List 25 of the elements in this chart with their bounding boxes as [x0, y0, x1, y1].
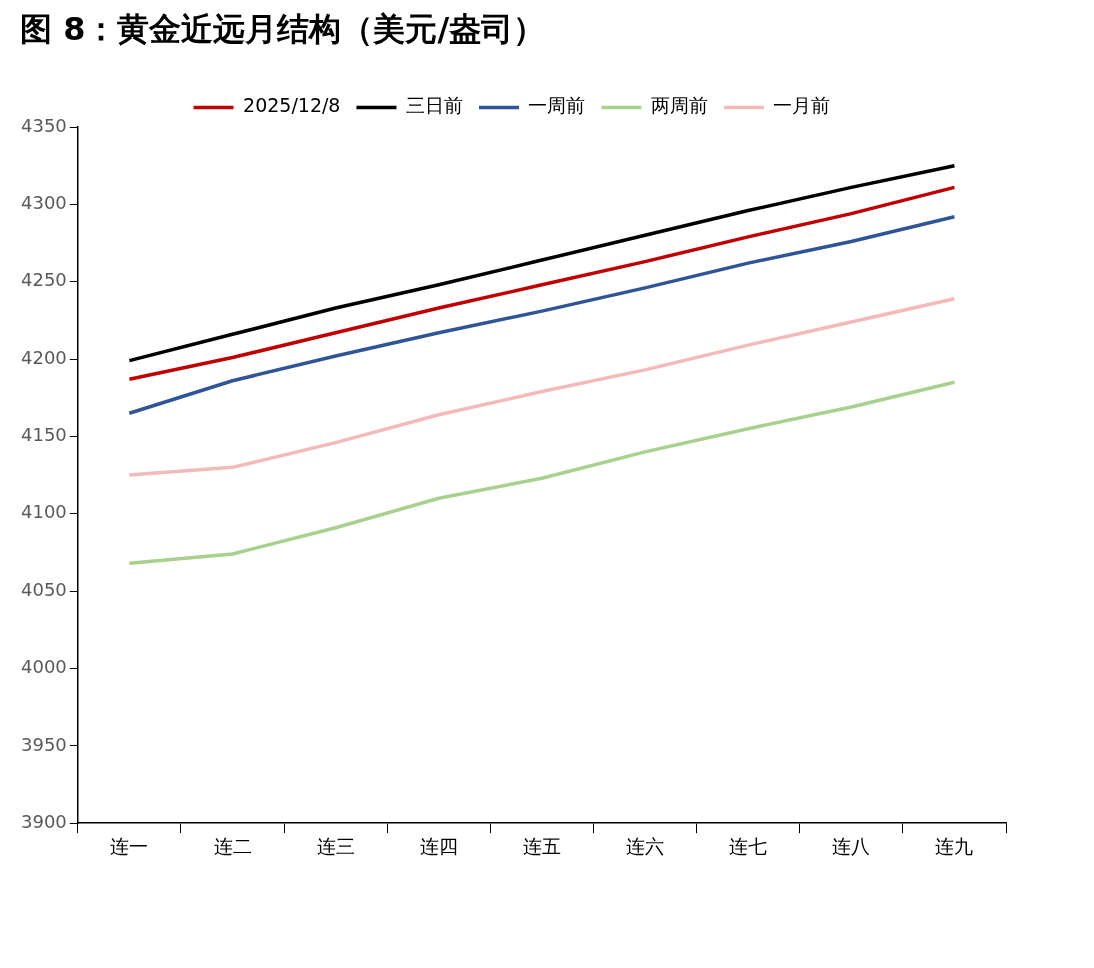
x-tick-label: 连八	[832, 834, 871, 857]
y-tick-label: 4250	[21, 269, 67, 291]
legend-label: 一月前	[773, 94, 831, 117]
y-tick-label: 4350	[21, 114, 67, 136]
chart-title: 图 8：黄金近远月结构（美元/盎司）	[20, 9, 547, 50]
y-tick-label: 4300	[21, 192, 67, 214]
legend-label: 一周前	[528, 94, 586, 117]
y-tick-label: 4200	[21, 346, 67, 368]
y-tick-label: 3900	[21, 810, 67, 832]
y-tick-label: 4100	[21, 501, 67, 523]
x-tick-label: 连二	[213, 834, 252, 857]
y-tick-label: 4050	[21, 578, 67, 600]
y-tick-label: 3950	[21, 733, 67, 755]
legend-label: 2025/12/8	[243, 94, 341, 117]
y-tick-label: 4150	[21, 424, 67, 446]
x-tick-label: 连一	[110, 834, 149, 857]
x-tick-label: 连九	[935, 834, 974, 857]
x-tick-label: 连七	[729, 834, 768, 857]
x-tick-label: 连三	[316, 834, 355, 857]
x-tick-label: 连五	[522, 834, 561, 857]
x-tick-label: 连四	[419, 834, 458, 857]
legend-label: 两周前	[650, 94, 708, 117]
legend-label: 三日前	[405, 94, 463, 117]
y-tick-label: 4000	[21, 656, 67, 678]
x-tick-label: 连六	[626, 834, 665, 857]
